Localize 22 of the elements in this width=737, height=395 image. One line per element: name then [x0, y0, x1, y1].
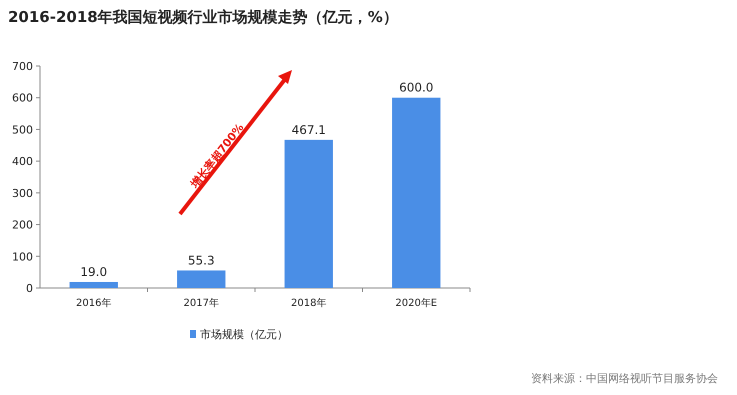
data-label: 19.0 [80, 264, 108, 279]
y-tick-label: 400 [12, 155, 33, 168]
x-tick-label: 2020年E [395, 297, 438, 309]
x-tick-label: 2018年 [291, 297, 326, 309]
x-tick-label: 2016年 [76, 297, 112, 309]
y-tick-label: 700 [12, 60, 33, 73]
bar [177, 270, 226, 288]
x-tick-label: 2017年 [184, 297, 219, 309]
y-tick-label: 300 [12, 186, 33, 200]
y-tick-label: 600 [12, 92, 33, 105]
y-tick-label: 200 [12, 218, 33, 232]
data-label: 55.3 [188, 253, 215, 268]
bar [70, 282, 118, 288]
chart-title: 2016-2018年我国短视频行业市场规模走势（亿元，%） [8, 8, 398, 26]
data-label: 600.0 [399, 80, 434, 95]
y-tick-label: 0 [26, 282, 33, 295]
bar [392, 98, 440, 288]
legend-label: 市场规模（亿元） [200, 328, 288, 341]
data-label: 467.1 [292, 122, 326, 137]
text: 资料来源：中国网络视听节目服务协会 [531, 372, 718, 385]
y-tick-label: 100 [12, 250, 33, 264]
y-tick-label: 500 [12, 123, 33, 136]
